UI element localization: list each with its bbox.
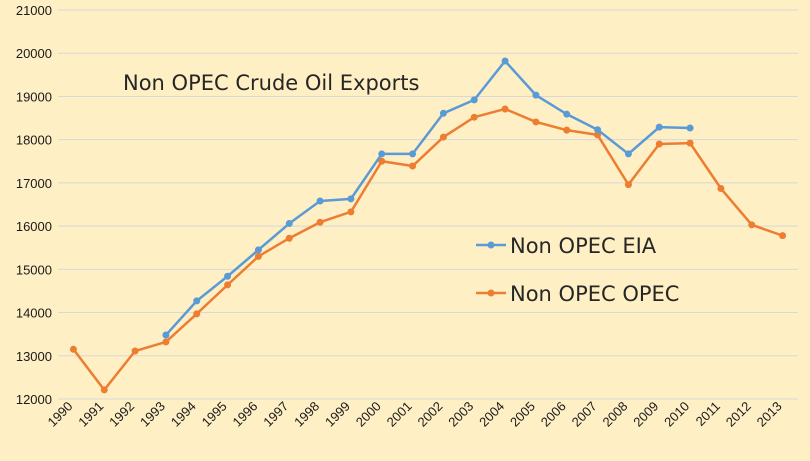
- x-tick-label: 1994: [168, 399, 199, 430]
- data-point: [686, 139, 694, 147]
- data-point: [378, 157, 386, 165]
- data-point: [439, 133, 447, 141]
- y-tick-label: 21000: [16, 3, 52, 18]
- x-tick-label: 2012: [723, 399, 754, 430]
- chart-title: Non OPEC Crude Oil Exports: [123, 71, 419, 95]
- x-tick-label: 2005: [507, 399, 538, 430]
- data-point: [162, 338, 170, 346]
- data-point: [624, 150, 632, 158]
- series-line: [72, 107, 783, 392]
- series-2: [69, 105, 787, 394]
- x-tick-label: 2004: [476, 399, 507, 430]
- data-point: [193, 310, 201, 318]
- data-point: [532, 118, 540, 126]
- data-point: [655, 123, 663, 131]
- y-tick-label: 19000: [16, 89, 52, 104]
- x-tick-label: 1992: [106, 399, 137, 430]
- data-point: [224, 281, 232, 289]
- data-point: [594, 126, 602, 134]
- y-tick-label: 17000: [16, 176, 52, 191]
- data-point: [131, 347, 139, 355]
- data-point: [624, 181, 632, 189]
- series-line: [164, 59, 691, 336]
- data-point: [779, 232, 787, 240]
- x-tick-label: 1993: [137, 399, 168, 430]
- data-point: [316, 218, 324, 226]
- x-tick-label: 2011: [693, 399, 723, 429]
- data-point: [347, 208, 355, 216]
- x-tick-label: 1997: [260, 399, 291, 430]
- x-tick-label: 2002: [414, 399, 445, 430]
- data-point: [563, 110, 571, 118]
- x-tick-label: 2013: [754, 399, 785, 430]
- x-tick-label: 2006: [538, 399, 569, 430]
- data-point: [532, 91, 540, 99]
- data-point: [224, 272, 232, 280]
- x-tick-label: 1998: [291, 399, 322, 430]
- legend-swatch-marker: [487, 241, 495, 249]
- data-point: [470, 96, 478, 104]
- series-1: [162, 57, 694, 339]
- data-point: [285, 220, 293, 228]
- data-point: [193, 297, 201, 305]
- data-point: [100, 386, 108, 394]
- y-tick-label: 13000: [16, 349, 52, 364]
- data-point: [162, 331, 170, 339]
- data-point: [254, 246, 262, 254]
- data-point: [501, 105, 509, 113]
- data-point: [655, 140, 663, 148]
- y-axis-tick-labels: 12000 13000 14000 15000 16000 17000 18000 19000…: [16, 3, 52, 407]
- x-tick-label: 1996: [229, 399, 260, 430]
- x-tick-label: 2009: [630, 399, 661, 430]
- y-tick-label: 20000: [16, 46, 52, 61]
- legend-item: Non OPEC OPEC: [476, 282, 679, 306]
- data-point: [594, 131, 602, 139]
- series-group: [69, 57, 787, 394]
- y-tick-label: 14000: [16, 306, 52, 321]
- data-point: [501, 57, 509, 65]
- data-point: [439, 109, 447, 117]
- data-point: [254, 252, 262, 260]
- legend-label: Non OPEC EIA: [510, 234, 657, 258]
- x-tick-label: 1999: [322, 399, 353, 430]
- data-point: [378, 150, 386, 158]
- x-axis-tick-labels: 1990 1991 1992 1993 1994 1995 1996 1997 1998 1999…: [44, 399, 784, 430]
- data-point: [748, 221, 756, 229]
- x-tick-label: 2007: [569, 399, 600, 430]
- data-point: [686, 124, 694, 132]
- x-tick-label: 2003: [445, 399, 476, 430]
- data-point: [470, 113, 478, 121]
- legend-item: Non OPEC EIA: [476, 234, 657, 258]
- data-point: [347, 195, 355, 203]
- data-point: [409, 150, 417, 158]
- data-point: [717, 185, 725, 193]
- gridlines: [58, 9, 798, 400]
- x-tick-label: 1995: [199, 399, 230, 430]
- data-point: [409, 162, 417, 170]
- y-tick-label: 18000: [16, 133, 52, 148]
- data-point: [563, 126, 571, 134]
- data-point: [285, 234, 293, 242]
- x-tick-label: 2000: [353, 399, 384, 430]
- x-tick-label: 2008: [599, 399, 630, 430]
- legend-swatch-marker: [487, 289, 495, 297]
- legend: Non OPEC EIA Non OPEC OPEC: [476, 234, 679, 306]
- y-tick-label: 12000: [16, 392, 52, 407]
- x-tick-label: 2001: [384, 399, 415, 430]
- data-point: [316, 197, 324, 205]
- x-tick-label: 1991: [75, 399, 106, 430]
- y-tick-label: 15000: [16, 262, 52, 277]
- legend-label: Non OPEC OPEC: [510, 282, 679, 306]
- y-tick-label: 16000: [16, 219, 52, 234]
- x-tick-label: 2010: [661, 399, 692, 430]
- data-point: [69, 345, 77, 353]
